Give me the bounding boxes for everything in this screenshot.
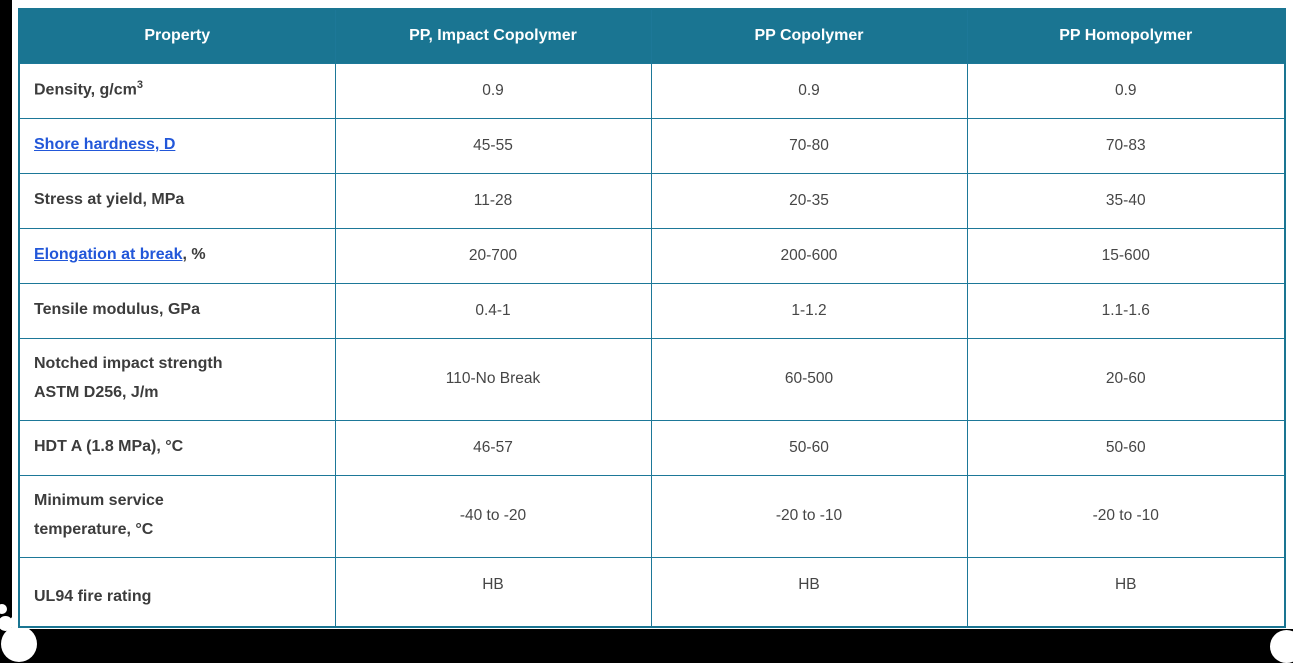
value-cell: -20 to -10 <box>966 474 1286 558</box>
column-header-pp-impact-copolymer: PP, Impact Copolymer <box>334 8 652 64</box>
property-label: Tensile modulus, GPa <box>34 301 200 319</box>
table-row-density: Density, g/cm3 0.9 0.9 0.9 <box>18 62 1286 119</box>
value-cell: 0.9 <box>966 62 1286 119</box>
table-row-ul94-fire-rating: UL94 fire rating HB HB HB <box>18 556 1286 628</box>
property-label: HDT A (1.8 MPa), °C <box>34 438 184 456</box>
property-cell-stress-at-yield: Stress at yield, MPa <box>18 172 336 229</box>
property-label-line1: Notched impact strength <box>34 355 223 373</box>
property-cell-minimum-service-temperature: Minimum service temperature, °C <box>18 474 336 558</box>
decor-blob-bottom-left <box>0 604 7 614</box>
column-header-pp-copolymer: PP Copolymer <box>650 8 968 64</box>
property-cell-shore-hardness: Shore hardness, D <box>18 117 336 174</box>
property-cell-hdt-a: HDT A (1.8 MPa), °C <box>18 419 336 476</box>
value-cell: -20 to -10 <box>650 474 968 558</box>
elongation-at-break-link[interactable]: Elongation at break <box>34 246 183 264</box>
pp-properties-table: Property PP, Impact Copolymer PP Copolym… <box>18 8 1286 628</box>
table-row-hdt-a: HDT A (1.8 MPa), °C 46-57 50-60 50-60 <box>18 419 1286 476</box>
value-cell: 45-55 <box>334 117 652 174</box>
property-cell-density: Density, g/cm3 <box>18 62 336 119</box>
value-cell: 46-57 <box>334 419 652 476</box>
column-header-pp-homopolymer: PP Homopolymer <box>966 8 1286 64</box>
property-cell-elongation-at-break: Elongation at break, % <box>18 227 336 284</box>
value-cell: 20-35 <box>650 172 968 229</box>
value-cell: 70-83 <box>966 117 1286 174</box>
property-label: UL94 fire rating <box>34 588 152 606</box>
table-row-minimum-service-temperature: Minimum service temperature, °C -40 to -… <box>18 474 1286 558</box>
table-row-notched-impact-strength: Notched impact strength ASTM D256, J/m 1… <box>18 337 1286 421</box>
value-cell: 20-60 <box>966 337 1286 421</box>
property-cell-ul94-fire-rating: UL94 fire rating <box>18 556 336 628</box>
left-black-backdrop <box>0 0 12 663</box>
value-cell: 200-600 <box>650 227 968 284</box>
decor-blob-bottom-left <box>1 626 37 662</box>
property-label-line2: temperature, °C <box>34 521 154 538</box>
superscript-3: 3 <box>136 78 143 91</box>
property-cell-tensile-modulus: Tensile modulus, GPa <box>18 282 336 339</box>
property-label: Stress at yield, MPa <box>34 191 185 209</box>
header-row: Property PP, Impact Copolymer PP Copolym… <box>18 8 1286 64</box>
table-row-elongation-at-break: Elongation at break, % 20-700 200-600 15… <box>18 227 1286 284</box>
value-cell: 35-40 <box>966 172 1286 229</box>
bottom-black-backdrop <box>0 629 1293 663</box>
value-cell: 11-28 <box>334 172 652 229</box>
value-cell: 70-80 <box>650 117 968 174</box>
table-row-stress-at-yield: Stress at yield, MPa 11-28 20-35 35-40 <box>18 172 1286 229</box>
value-cell: 0.9 <box>650 62 968 119</box>
shore-hardness-link[interactable]: Shore hardness, D <box>34 136 176 154</box>
property-label-suffix: , % <box>182 246 206 264</box>
value-cell: 0.9 <box>334 62 652 119</box>
value-cell: 50-60 <box>966 419 1286 476</box>
property-label: Density, g/cm <box>34 81 137 99</box>
property-label-line2: ASTM D256, J/m <box>34 384 159 401</box>
property-cell-notched-impact-strength: Notched impact strength ASTM D256, J/m <box>18 337 336 421</box>
value-cell: 15-600 <box>966 227 1286 284</box>
value-cell: -40 to -20 <box>334 474 652 558</box>
value-cell: 0.4-1 <box>334 282 652 339</box>
decor-blob-bottom-left <box>0 616 13 631</box>
column-header-property: Property <box>18 8 336 64</box>
value-cell: HB <box>650 556 968 628</box>
property-label-line1: Minimum service <box>34 492 164 510</box>
value-cell: 20-700 <box>334 227 652 284</box>
value-cell: 50-60 <box>650 419 968 476</box>
value-cell: 1.1-1.6 <box>966 282 1286 339</box>
value-cell: 60-500 <box>650 337 968 421</box>
table-row-shore-hardness: Shore hardness, D 45-55 70-80 70-83 <box>18 117 1286 174</box>
value-cell: 1-1.2 <box>650 282 968 339</box>
decor-blob-bottom-right <box>1270 630 1293 663</box>
value-cell: 110-No Break <box>334 337 652 421</box>
table-row-tensile-modulus: Tensile modulus, GPa 0.4-1 1-1.2 1.1-1.6 <box>18 282 1286 339</box>
value-cell: HB <box>966 556 1286 628</box>
value-cell: HB <box>334 556 652 628</box>
